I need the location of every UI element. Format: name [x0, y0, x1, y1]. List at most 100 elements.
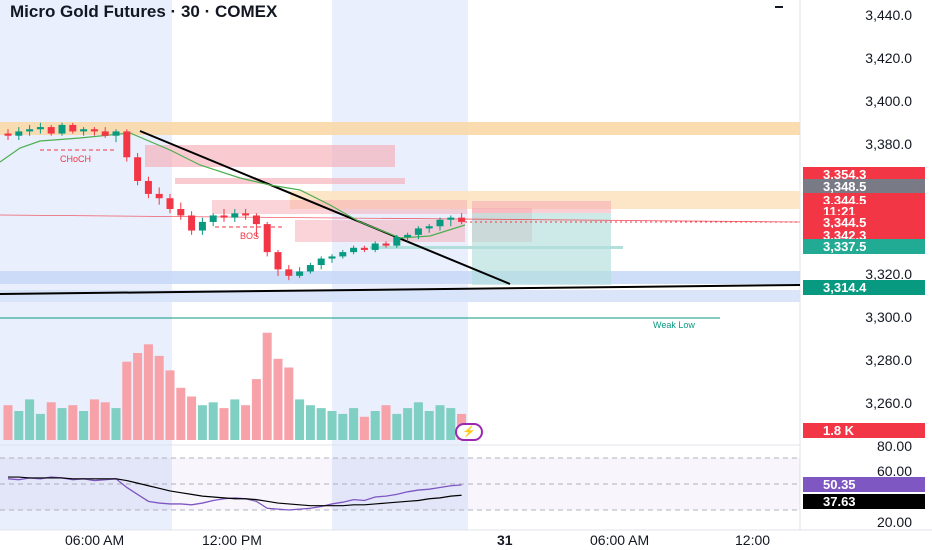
price-axis-label: 3,400.0 [865, 93, 912, 110]
time-label: 31 [497, 532, 513, 548]
price-axis-label: 3,320.0 [865, 265, 912, 282]
target-line [370, 246, 623, 249]
volume-bar [25, 399, 35, 440]
candle-body [144, 180, 152, 194]
rsi-axis-label: 20.00 [876, 514, 912, 530]
candle-body [425, 226, 433, 229]
candle-body [242, 213, 250, 216]
candle-body [296, 271, 304, 276]
price-axis-label: 3,280.0 [865, 351, 912, 368]
volume-bar [230, 399, 240, 440]
candle-body [447, 217, 455, 220]
volume-bar [273, 358, 283, 440]
volume-bar [424, 411, 434, 440]
candle-body [134, 157, 142, 181]
chart-title: Micro Gold Futures · 30 · COMEX [10, 2, 278, 21]
volume-bar [133, 353, 143, 440]
demand-zone [0, 271, 800, 284]
volume-bar [14, 411, 24, 440]
rsi-ma-tag: 37.63 [803, 494, 925, 509]
volume-bar [187, 396, 197, 440]
volume-bar [392, 413, 402, 440]
candle-body [80, 129, 88, 132]
price-axis-label: 3,380.0 [865, 136, 912, 153]
volume-bar [381, 405, 391, 440]
candle-body [188, 215, 196, 231]
volume-bar [122, 361, 132, 440]
candle-body [26, 129, 34, 132]
candle-body [328, 256, 336, 259]
volume-bar [68, 405, 78, 440]
volume-bar [154, 355, 164, 440]
candle-body [47, 127, 55, 134]
session-band [0, 0, 172, 530]
demand-zone-2 [0, 290, 800, 302]
volume-bar [79, 411, 89, 440]
rsi-value-tag: 50.35 [803, 477, 925, 492]
rsi-band-fill [0, 458, 800, 510]
volume-bars [3, 332, 467, 440]
ema-line [0, 132, 466, 239]
volume-bar [165, 370, 175, 440]
time-label: 12:00 PM [202, 532, 262, 548]
candle-body [263, 224, 271, 253]
volume-bar [413, 402, 423, 440]
candle-body [36, 127, 44, 130]
volume-bar [305, 405, 315, 440]
candle-body [155, 193, 163, 199]
candle-body [198, 221, 206, 231]
volume-bar [338, 413, 348, 440]
candle-body [317, 258, 325, 266]
volume-tag: 1.8 K [803, 423, 925, 438]
weak-low-label: Weak Low [653, 320, 695, 330]
trendline-down [139, 130, 511, 285]
supply-zone [0, 122, 800, 135]
candle-body [123, 131, 131, 158]
time-label: 06:00 AM [590, 532, 650, 548]
price-axis-label: 3,260.0 [865, 395, 912, 411]
trendline-support [0, 284, 801, 295]
candle-body [350, 247, 358, 253]
volume-bar [100, 402, 110, 440]
order-block [175, 178, 405, 184]
bos-label: BOS [240, 231, 260, 241]
candle-body [339, 252, 347, 257]
candle-body [220, 215, 228, 218]
rsi-indicator [7, 476, 462, 511]
volume-bar [89, 399, 99, 440]
volume-bar [219, 408, 229, 440]
price-axis-label: 3,300.0 [865, 308, 912, 325]
ma-red-line [0, 214, 801, 223]
candle-body [4, 133, 12, 136]
volume-bar [241, 405, 251, 440]
candle-body [90, 129, 98, 132]
volume-bar [46, 402, 56, 440]
candle-body [404, 234, 412, 238]
volume-bar [295, 399, 305, 440]
volume-bar [208, 402, 218, 440]
volume-bar [284, 367, 294, 440]
candle-body [382, 243, 390, 246]
volume-bar [57, 408, 67, 440]
volume-bar [262, 332, 272, 440]
candle-body [306, 265, 314, 272]
volume-bar [3, 405, 13, 440]
candle-body [69, 124, 77, 132]
candle-body [393, 237, 401, 246]
candle-body [252, 215, 260, 225]
price-tag: 3,314.4 [803, 280, 925, 295]
volume-bar [176, 387, 186, 440]
volume-bar [435, 405, 445, 440]
candle-body [231, 213, 239, 218]
lightning-icon[interactable]: ⚡ [455, 423, 483, 441]
choch-label: CHoCH [60, 154, 92, 164]
time-label: 06:00 AM [65, 532, 125, 548]
volume-bar [143, 344, 153, 440]
rsi-axis-label: 60.00 [876, 463, 912, 479]
candle-body [458, 217, 466, 222]
volume-bar [359, 416, 369, 440]
order-block [212, 200, 467, 214]
candlesticks [4, 122, 466, 281]
price-axis-label: 3,420.0 [865, 50, 912, 67]
